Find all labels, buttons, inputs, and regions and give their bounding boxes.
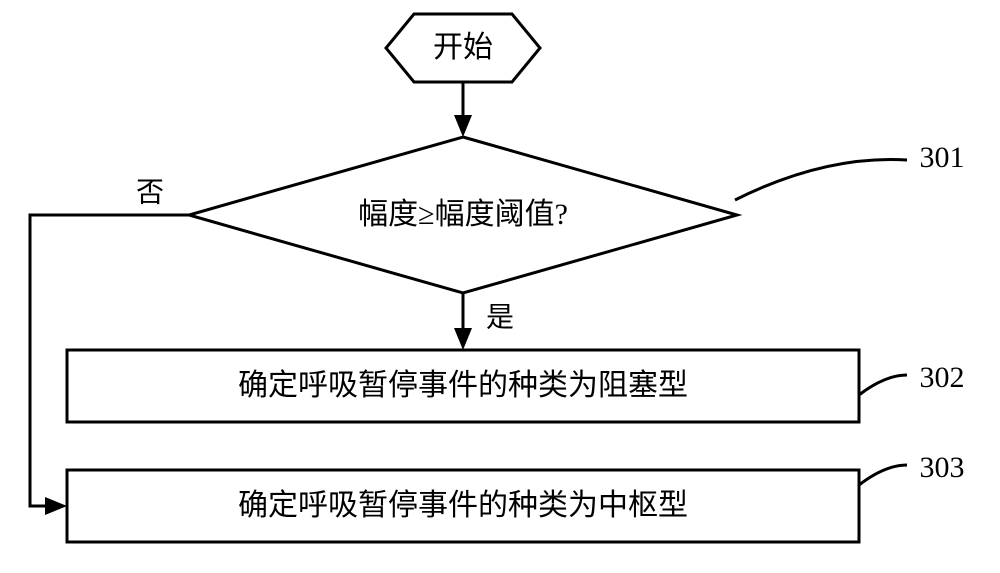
arrowhead: [454, 115, 472, 137]
box-central-label: 确定呼吸暂停事件的种类为中枢型: [238, 489, 688, 522]
box-obstructive-label: 确定呼吸暂停事件的种类为阻塞型: [238, 369, 688, 402]
edge-label-no: 否: [136, 177, 164, 208]
flowchart-canvas: 是 否 开始幅度≥幅度阈值? 确定呼吸暂停事件的种类为阻塞型确定呼吸暂停事件的种类为中…: [0, 0, 1000, 573]
start-label: 开始: [433, 31, 493, 64]
edge-label-yes: 是: [486, 302, 514, 333]
arrowhead: [454, 328, 472, 350]
box-obstructive-ref: 302: [920, 361, 965, 394]
decision-ref: 301: [920, 141, 965, 174]
box-obstructive-leader: [859, 375, 907, 395]
decision-leader: [735, 160, 907, 201]
box-central-leader: [859, 465, 907, 485]
arrowhead: [45, 497, 67, 515]
decision-label: 幅度≥幅度阈值?: [358, 198, 568, 231]
box-central-ref: 303: [920, 451, 965, 484]
